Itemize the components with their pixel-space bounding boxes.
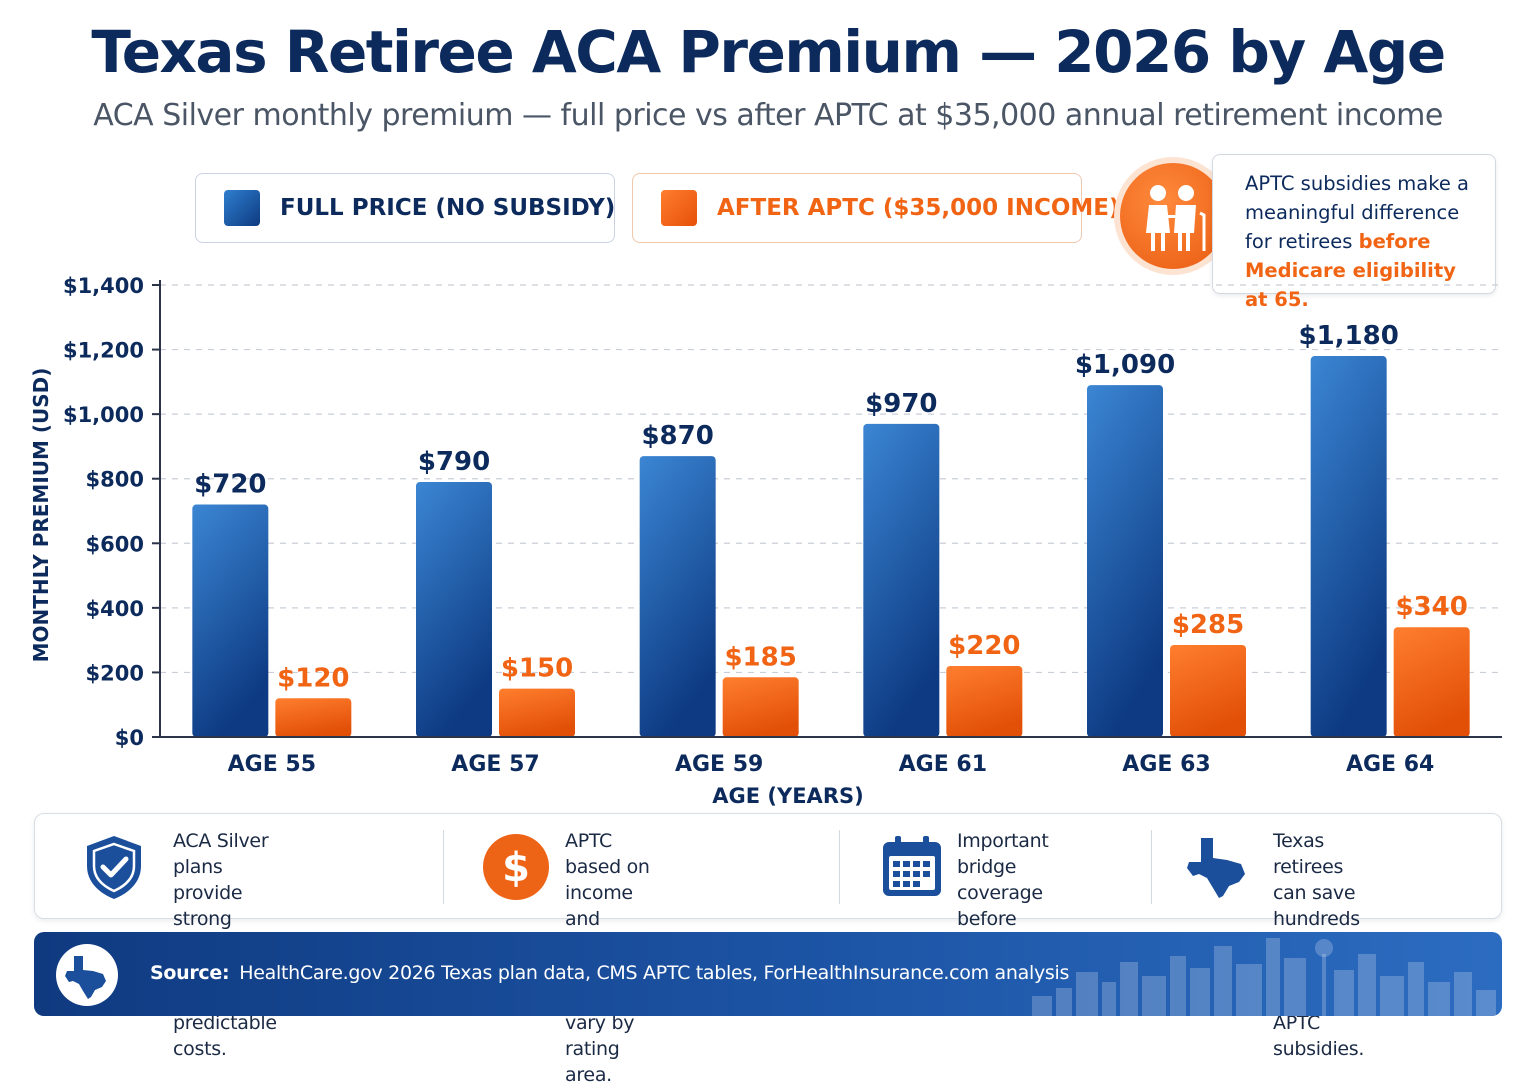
x-tick-label: AGE 57 (451, 752, 539, 777)
data-label-after-aptc: $150 (501, 654, 573, 684)
x-tick-label: AGE 59 (675, 752, 763, 777)
bar-chart: $0 $200 $400 $600 $800 $1,000 $1,200 $1,400 $72… (29, 274, 1502, 808)
data-label-after-aptc: $340 (1395, 592, 1467, 622)
data-label-after-aptc: $285 (1172, 610, 1244, 640)
callout-highlight: before Medicare eligibility at 65. (1245, 230, 1456, 311)
y-tick-label: $1,000 (63, 403, 144, 427)
x-tick-label: AGE 61 (899, 752, 987, 777)
data-label-after-aptc: $185 (724, 642, 796, 672)
bar-after-aptc (722, 677, 799, 737)
city-skyline-decoration (1032, 938, 1496, 1016)
y-tick-label: $200 (86, 661, 144, 685)
calendar-icon (883, 836, 941, 896)
callout-text: APTC subsidies make a meaningful differe… (1245, 172, 1469, 253)
bar-after-aptc (1170, 644, 1246, 737)
chart-title: Texas Retiree ACA Premium — 2026 by Age (91, 18, 1446, 86)
shield-check-icon (87, 836, 141, 899)
data-label-full-price: $790 (418, 447, 490, 477)
data-label-full-price: $1,180 (1298, 321, 1398, 351)
dollar-icon: $ (483, 834, 549, 900)
bar-after-aptc (946, 665, 1023, 737)
data-label-full-price: $870 (641, 421, 713, 451)
chart-subtitle: ACA Silver monthly premium — full price … (93, 98, 1443, 133)
texas-map-icon (1187, 838, 1245, 898)
legend-full-price: FULL PRICE (NO SUBSIDY) (195, 173, 615, 243)
y-tick-label: $1,200 (63, 339, 144, 363)
y-tick-label: $1,400 (63, 274, 144, 298)
bar-full-price (863, 423, 940, 737)
texas-logo-icon (56, 944, 118, 1006)
y-axis-title: MONTHLY PREMIUM (USD) (29, 368, 53, 663)
y-tick-label: $600 (86, 532, 144, 556)
source-text: HealthCare.gov 2026 Texas plan data, CMS… (239, 962, 1070, 984)
data-label-full-price: $1,090 (1075, 350, 1175, 380)
legend-aptc-label: AFTER APTC ($35,000 INCOME) (717, 195, 1120, 221)
bar-after-aptc (499, 688, 575, 737)
seniors-couple-icon (1120, 163, 1226, 269)
bar-after-aptc (1393, 627, 1470, 737)
legend-aptc-swatch (661, 190, 697, 226)
bar-full-price (192, 504, 269, 737)
bar-full-price (1087, 385, 1163, 737)
source-label: Source: (150, 962, 230, 984)
source-footer: Source: HealthCare.gov 2026 Texas plan da… (34, 932, 1502, 1016)
info-panel: ACA Silver plans provide strong balance … (34, 813, 1502, 1086)
data-label-full-price: $720 (194, 470, 266, 500)
x-axis-title: AGE (YEARS) (712, 784, 863, 808)
x-tick-label: AGE 55 (228, 752, 316, 777)
bar-full-price (1310, 356, 1387, 737)
source-line: Source: HealthCare.gov 2026 Texas plan da… (150, 962, 1069, 984)
y-tick-label: $800 (86, 468, 144, 492)
data-label-after-aptc: $120 (277, 663, 349, 693)
legend-full-label: FULL PRICE (NO SUBSIDY) (280, 195, 616, 221)
info-divider (1151, 830, 1152, 904)
callout-box: APTC subsidies make a meaningful differe… (1212, 154, 1496, 311)
data-label-full-price: $970 (865, 389, 937, 419)
bar-full-price (416, 481, 492, 737)
bar-after-aptc (275, 698, 352, 737)
legend-after-aptc: AFTER APTC ($35,000 INCOME) (632, 173, 1120, 243)
svg-text:$: $ (502, 845, 530, 891)
bar-full-price (639, 456, 716, 737)
info-divider (443, 830, 444, 904)
x-tick-label: AGE 64 (1346, 752, 1434, 777)
data-label-after-aptc: $220 (948, 631, 1020, 661)
y-tick-label: $0 (115, 726, 144, 750)
legend-full-swatch (224, 190, 260, 226)
info-divider (839, 830, 840, 904)
y-tick-label: $400 (86, 597, 144, 621)
x-tick-label: AGE 63 (1122, 752, 1210, 777)
